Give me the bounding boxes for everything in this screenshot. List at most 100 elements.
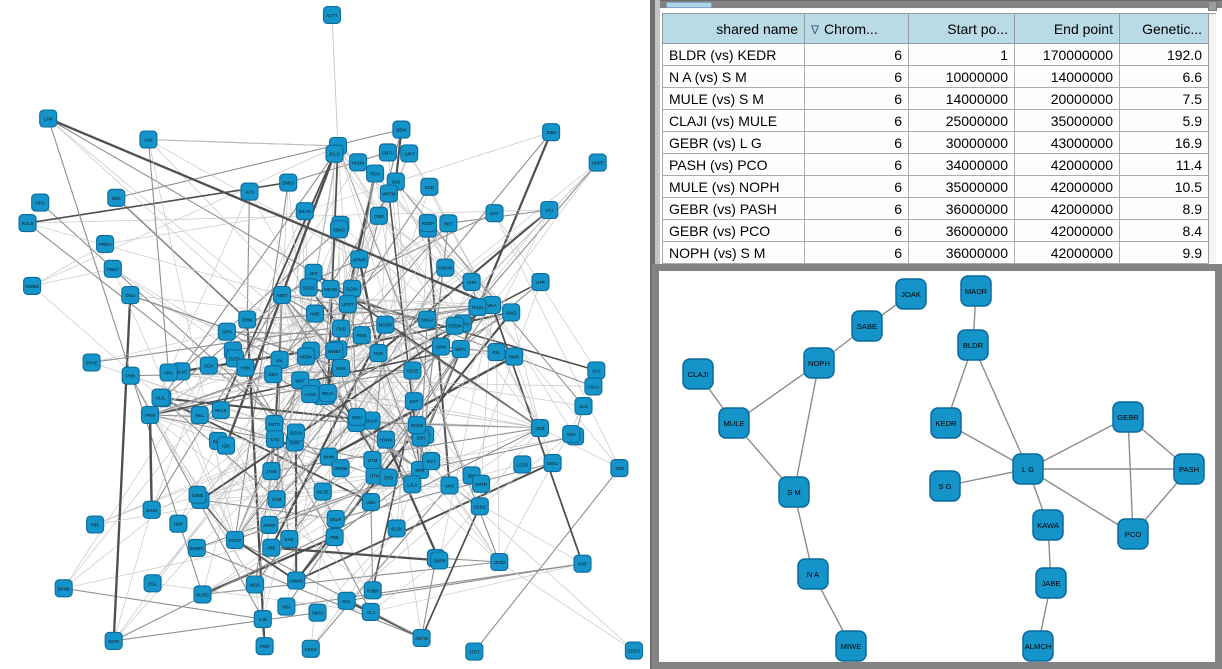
graph-edge[interactable] [113, 547, 198, 642]
graph-edge[interactable] [346, 563, 583, 602]
graph-edge[interactable] [149, 414, 236, 541]
graph-node[interactable]: OOLN [286, 423, 305, 442]
table-cell[interactable]: 11.4 [1119, 153, 1209, 176]
graph-edge[interactable] [63, 365, 210, 589]
graph-node[interactable]: WLHS [295, 202, 314, 221]
graph-node[interactable]: RKL [190, 406, 209, 425]
graph-edge[interactable] [337, 145, 481, 507]
graph-edge[interactable] [288, 151, 389, 184]
table-row[interactable]: MULE (vs) S M 6 14000000 20000000 7.5 [662, 87, 1209, 110]
graph-node[interactable]: UNPE [588, 153, 607, 172]
graph-edge[interactable] [63, 587, 263, 620]
graph-edge[interactable] [27, 222, 283, 296]
graph-edge[interactable] [148, 139, 236, 541]
graph-node[interactable]: OSDO [470, 497, 489, 516]
network-node-jabe[interactable]: JABE [1035, 567, 1067, 599]
table-cell[interactable]: 192.0 [1119, 43, 1209, 66]
graph-node[interactable]: HMSJ [308, 603, 327, 622]
graph-edge[interactable] [272, 229, 340, 375]
graph-node[interactable]: WWET [325, 341, 344, 361]
vertical-scrollbar[interactable] [1208, 13, 1216, 263]
table-cell[interactable]: PASH (vs) PCO [662, 153, 805, 176]
network-node-sabe[interactable]: SABE [851, 310, 883, 342]
graph-node[interactable]: ALO [574, 397, 593, 416]
graph-edge[interactable] [384, 324, 541, 429]
graph-edge[interactable] [317, 528, 397, 613]
graph-node[interactable]: UTJ [540, 200, 559, 220]
graph-node[interactable]: UMMO [287, 571, 306, 590]
graph-node[interactable]: DAT [485, 204, 504, 223]
graph-edge[interactable] [322, 485, 450, 492]
graph-node[interactable]: GWD [502, 303, 521, 322]
table-cell[interactable]: 36000000 [908, 241, 1015, 264]
graph-edge[interactable] [413, 348, 461, 402]
graph-edge[interactable] [47, 117, 493, 307]
graph-edge[interactable] [180, 228, 340, 372]
graph-node[interactable]: ASUA [584, 377, 603, 396]
network-node-kawa[interactable]: KAWA [1032, 509, 1064, 541]
graph-node[interactable]: EWMR [187, 538, 206, 557]
graph-node[interactable]: ADTW [412, 628, 431, 648]
graph-node[interactable]: STHE [82, 353, 101, 372]
table-cell[interactable]: GEBR (vs) PCO [662, 219, 805, 242]
graph-edge[interactable] [271, 427, 541, 472]
graph-edge[interactable] [477, 306, 541, 429]
graph-node[interactable]: RWR [505, 347, 524, 366]
graph-node[interactable]: AAAS [301, 385, 320, 404]
graph-edge[interactable] [358, 259, 380, 354]
graph-edge[interactable] [200, 491, 323, 501]
table-cell[interactable]: 35000000 [908, 175, 1015, 198]
graph-node[interactable]: JROD [490, 552, 509, 572]
graph-edge[interactable] [330, 288, 594, 387]
graph-edge[interactable] [152, 582, 371, 613]
graph-edge[interactable] [419, 435, 576, 471]
graph-node[interactable]: RDDP [418, 214, 437, 233]
main-network-canvas[interactable]: AOTTKNUTJGJOUDBLSTJTKEAKTJRODJALSOLSKPPU… [0, 0, 650, 669]
graph-node[interactable]: BRNB [54, 579, 73, 598]
graph-edge[interactable] [513, 356, 541, 429]
graph-node[interactable]: SOH [199, 356, 218, 375]
table-cell[interactable]: GEBR (vs) L G [662, 131, 805, 154]
graph-edge[interactable] [39, 202, 372, 503]
column-header-start-po[interactable]: Start po... [908, 13, 1015, 44]
table-cell[interactable]: 25000000 [908, 109, 1015, 132]
graph-edge[interactable] [337, 145, 461, 350]
table-cell[interactable]: 9.9 [1119, 241, 1209, 264]
graph-node[interactable]: POU [366, 164, 385, 183]
graph-edge[interactable] [271, 546, 440, 562]
graph-edge[interactable] [270, 324, 387, 549]
graph-node[interactable]: WKTM [379, 184, 398, 203]
graph-edge[interactable] [234, 380, 301, 541]
graph-edge[interactable] [427, 228, 451, 486]
graph-edge[interactable] [113, 612, 318, 642]
network-edge[interactable] [793, 362, 820, 493]
graph-node[interactable]: PBE [86, 515, 105, 534]
graph-edge[interactable] [147, 139, 170, 373]
graph-node[interactable]: HUP [169, 514, 188, 533]
graph-node[interactable]: PUBH [363, 581, 382, 600]
graph-node[interactable]: OKB [530, 418, 550, 438]
graph-node[interactable]: KDGS [301, 639, 320, 658]
graph-edge[interactable] [148, 414, 153, 510]
graph-edge[interactable] [286, 563, 583, 608]
graph-edge[interactable] [334, 153, 541, 429]
graph-edge[interactable] [330, 212, 495, 290]
network-node-miwe[interactable]: MIWE [835, 630, 867, 662]
network-edge[interactable] [972, 344, 1029, 470]
graph-node[interactable]: POD [255, 637, 274, 656]
graph-edge[interactable] [276, 483, 413, 500]
column-header-end-point[interactable]: End point [1014, 13, 1120, 44]
graph-node[interactable]: OUD [332, 319, 351, 338]
table-cell[interactable]: N A (vs) S M [662, 65, 805, 88]
column-header-chrom[interactable]: ∇ Chrom... [804, 13, 909, 44]
table-tab-indicator[interactable] [666, 2, 712, 8]
graph-edge[interactable] [113, 423, 275, 642]
graph-node[interactable]: ASET [272, 285, 292, 305]
graph-edge[interactable] [304, 131, 552, 212]
graph-node[interactable]: GPM [431, 337, 451, 356]
graph-node[interactable]: TWNT [103, 259, 122, 278]
table-row[interactable]: MULE (vs) NOPH 6 35000000 42000000 10.5 [662, 175, 1209, 198]
graph-node[interactable]: JTKE [262, 462, 281, 481]
network-node-bldr[interactable]: BLDR [957, 329, 989, 361]
graph-edge[interactable] [247, 304, 493, 321]
